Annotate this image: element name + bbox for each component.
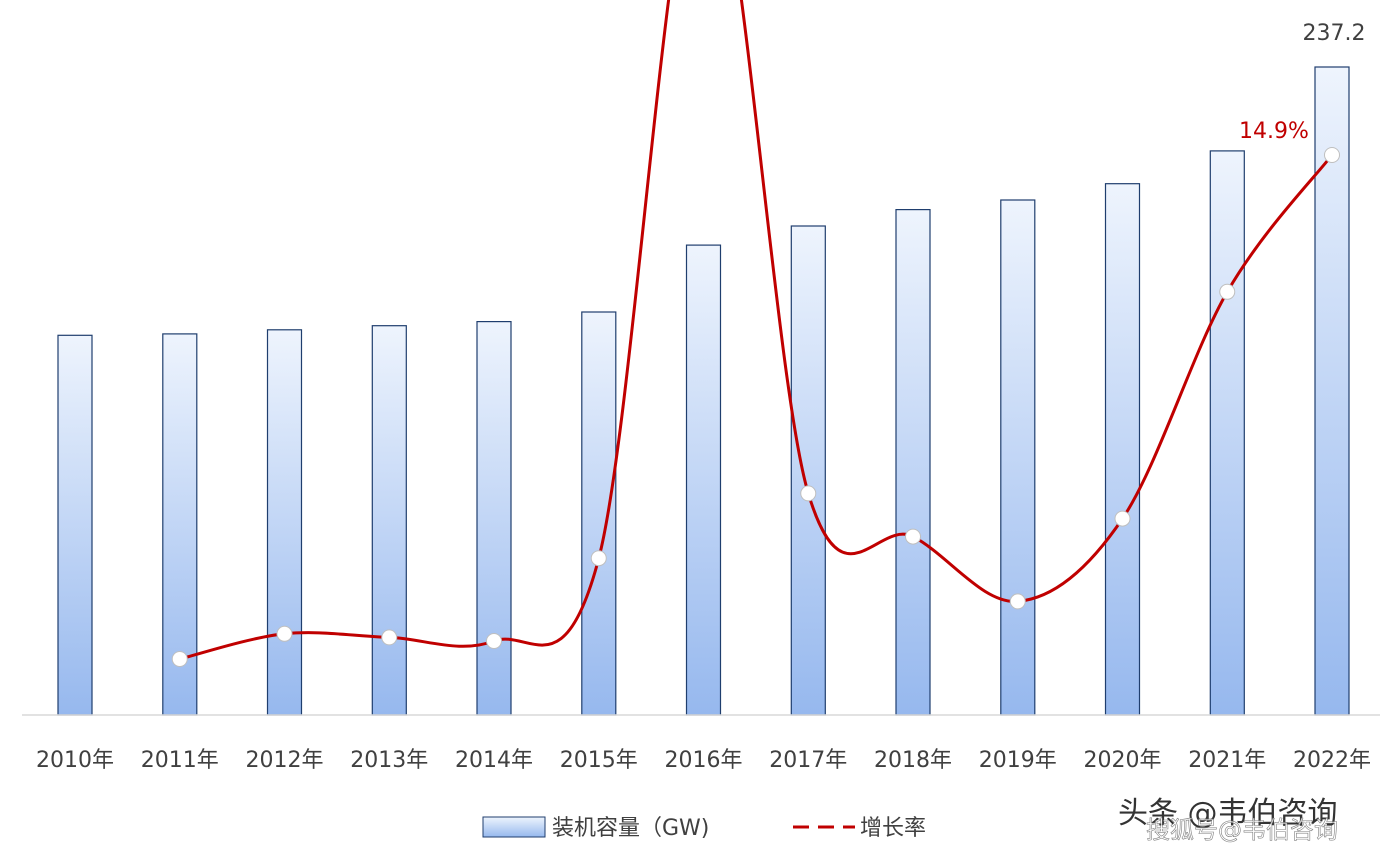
growth-rate-point-2011年: [171, 651, 188, 667]
x-tick-label: 2013年: [350, 748, 428, 773]
bar-2016年: [685, 244, 722, 716]
growth-rate-point-2012年: [276, 625, 293, 642]
x-tick-label: 2016年: [665, 748, 743, 773]
data-labels: 237.2 14.9%: [1239, 21, 1365, 144]
growth-rate-point-2018年: [905, 528, 921, 545]
growth-rate-point-2019年: [1009, 593, 1026, 610]
x-tick-label: 2019年: [979, 748, 1057, 773]
x-tick-label: 2021年: [1188, 748, 1266, 773]
x-tick-label: 2012年: [246, 748, 324, 773]
bar-2021年: [1209, 150, 1245, 716]
growth-rate-line: [179, 0, 1334, 661]
legend-line-label: 增长率: [860, 816, 926, 841]
bar-2022年: [1314, 66, 1350, 716]
bar-2019年: [1000, 199, 1036, 716]
x-tick-label: 2015年: [560, 748, 638, 773]
legend-bar-label: 装机容量（GW): [552, 816, 709, 841]
bar-2010年: [57, 334, 93, 716]
growth-rate-point-2022年: [1324, 147, 1340, 163]
x-tick-label: 2018年: [874, 748, 952, 773]
bar-2018年: [895, 209, 931, 716]
x-tick-label: 2014年: [455, 748, 533, 773]
growth-rate-point-2014年: [486, 633, 502, 649]
x-tick-label: 2011年: [141, 748, 219, 773]
bar-data-label: 237.2: [1303, 21, 1366, 46]
bar-2015年: [581, 311, 617, 716]
growth-rate-point-2013年: [381, 629, 398, 646]
growth-rate-point-2015年: [590, 550, 607, 567]
x-tick-label: 2020年: [1084, 748, 1162, 773]
x-tick-label: 2010年: [36, 748, 114, 773]
legend-bar-swatch: [482, 816, 546, 838]
bar-2014年: [476, 321, 512, 716]
watermark: 头条 @韦伯咨询: [1118, 796, 1338, 831]
line-data-label: 14.9%: [1239, 119, 1309, 144]
bar-2020年: [1104, 183, 1141, 716]
growth-rate-point-2021年: [1219, 283, 1236, 300]
growth-rate-point-2020年: [1114, 510, 1131, 527]
bar-2013年: [371, 325, 407, 716]
bar-2012年: [266, 329, 303, 716]
line-layer: [171, 0, 1340, 667]
x-tick-labels: 2010年 2011年 2012年 2013年 2014年 2015年 2016年 2017年…: [36, 748, 1371, 773]
watermark-secondary: 搜狐号@韦伯咨询: [1146, 816, 1338, 844]
x-tick-label: 2017年: [769, 748, 847, 773]
bars-layer: [57, 66, 1350, 716]
legend: 装机容量（GW) 增长率: [482, 816, 926, 841]
bar-2017年: [790, 225, 826, 716]
growth-rate-point-2017年: [800, 485, 817, 502]
x-tick-label: 2022年: [1293, 748, 1371, 773]
